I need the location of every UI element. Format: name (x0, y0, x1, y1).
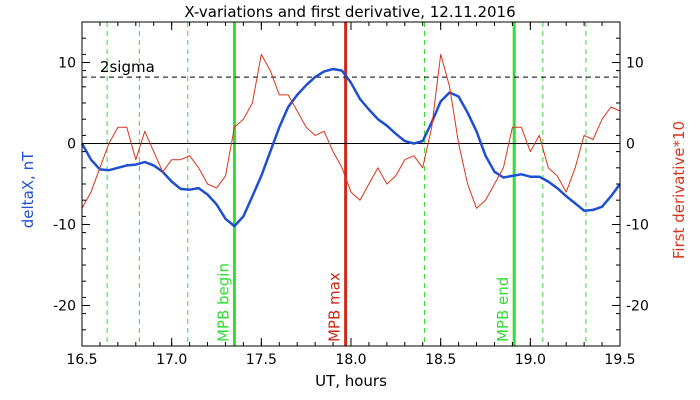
y-tick-label-right-1: -10 (626, 218, 649, 234)
x-tick-label-2: 17.5 (246, 352, 277, 368)
y-tick-label-right-3: 10 (626, 56, 644, 72)
y-tick-label-left-1: -10 (53, 218, 76, 234)
chart-title: X-variations and first derivative, 12.11… (184, 3, 515, 21)
x-tick-labels: 16.5 17.0 17.5 18.0 18.5 19.0 19.5 (66, 352, 635, 368)
sigma-label: 2sigma (100, 58, 155, 76)
marker-labels: MPB begin MPB max MPB end (214, 263, 512, 342)
dashed-guide-lines (82, 22, 620, 346)
marker-label-0: MPB begin (214, 263, 232, 342)
plot-frame (81, 21, 621, 347)
marker-label-2: MPB end (494, 277, 512, 342)
y-tick-label-left-0: -20 (53, 299, 76, 315)
y-tick-label-left-3: 10 (58, 56, 76, 72)
y-tick-label-right-0: -20 (626, 299, 649, 315)
x-tick-label-1: 17.0 (156, 352, 187, 368)
y-tick-labels-left: -20 -10 0 10 (53, 56, 76, 315)
marker-label-1: MPB max (326, 272, 344, 342)
x-tick-label-5: 19.0 (515, 352, 546, 368)
marker-lines (232, 22, 516, 346)
y-tick-label-right-2: 0 (626, 137, 635, 153)
y-axis-label-left: deltaX, nT (19, 151, 37, 228)
series-line-deltaX (80, 67, 622, 228)
x-axis-label: UT, hours (315, 372, 387, 390)
axis-ticks (81, 21, 621, 347)
y-axis-label-right: First derivative*10 (670, 121, 688, 259)
y-tick-label-left-2: 0 (67, 137, 76, 153)
y-tick-labels-right: -20 -10 0 10 (626, 56, 649, 315)
x-tick-label-0: 16.5 (66, 352, 97, 368)
x-tick-label-6: 19.5 (604, 352, 635, 368)
series-lines (80, 53, 622, 228)
x-tick-label-4: 18.5 (425, 352, 456, 368)
series-line-First derivative*10 (81, 53, 621, 209)
x-tick-label-3: 18.0 (335, 352, 366, 368)
